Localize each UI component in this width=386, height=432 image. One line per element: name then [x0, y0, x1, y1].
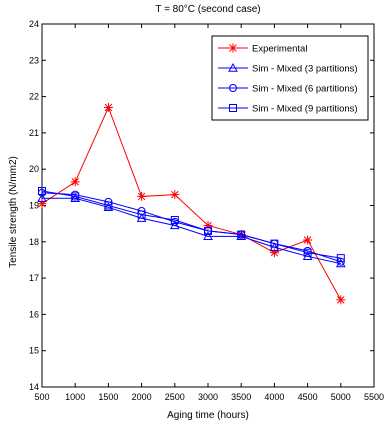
series-line — [42, 197, 341, 265]
y-tick-label: 20 — [29, 164, 39, 174]
legend-items: Experimental Sim - Mixed (3 partitions) Si… — [218, 43, 358, 115]
legend: Experimental Sim - Mixed (3 partitions) Si… — [211, 35, 369, 121]
data-point-square — [38, 186, 46, 195]
legend-label: Sim - Mixed (3 partitions) — [252, 64, 358, 75]
data-point-triangle — [335, 258, 346, 268]
data-point-asterisk — [170, 190, 180, 200]
axes: 500 1000 1500 2000 2500 3000 3500 4000 4500 5000 5… — [29, 19, 384, 402]
x-axis-label: Aging time (hours) — [167, 410, 249, 421]
legend-item: Sim - Mixed (6 partitions) — [218, 84, 358, 95]
y-tick-label: 23 — [29, 55, 39, 65]
y-tick-label: 14 — [29, 382, 39, 392]
data-point-square — [204, 226, 212, 235]
x-tick-label: 5500 — [364, 392, 384, 402]
legend-label: Sim - Mixed (6 partitions) — [252, 84, 358, 95]
legend-box — [211, 35, 369, 121]
series-layer — [37, 102, 346, 305]
series-line — [41, 106, 342, 301]
x-tick-label: 1000 — [65, 392, 85, 402]
series-square — [38, 186, 345, 263]
legend-item: Sim - Mixed (3 partitions) — [218, 62, 358, 75]
data-point-asterisk — [37, 199, 47, 209]
series-line — [41, 190, 341, 259]
data-point-triangle — [103, 202, 114, 212]
data-point-square — [170, 216, 179, 225]
data-point-square — [104, 201, 113, 210]
legend-item: Sim - Mixed (9 partitions) — [218, 104, 358, 115]
data-point-asterisk — [303, 235, 313, 245]
x-tick-label: 4000 — [264, 392, 284, 402]
chart-title: T = 80°C (second case) — [155, 4, 260, 15]
y-tick-label: 17 — [29, 273, 39, 283]
legend-marker-square — [229, 104, 237, 112]
data-point-square — [270, 239, 279, 248]
legend-item: Experimental — [218, 43, 307, 55]
legend-marker-circle — [229, 84, 237, 92]
legend-marker-asterisk — [228, 43, 238, 53]
y-axis-label: Tensile strength (N/mm2) — [8, 156, 19, 268]
data-point-triangle — [37, 193, 47, 202]
x-tick-label: 3500 — [231, 392, 251, 402]
data-point-asterisk — [70, 177, 80, 187]
data-point-asterisk — [336, 295, 346, 305]
y-tick-label: 16 — [29, 309, 39, 319]
y-tick-label: 24 — [29, 19, 39, 29]
y-tick-label: 21 — [29, 128, 39, 138]
data-point-square — [71, 192, 80, 201]
data-point-square — [237, 230, 246, 239]
data-point-square — [336, 254, 345, 263]
x-tick-label: 5000 — [331, 392, 351, 402]
data-point-triangle — [203, 231, 213, 241]
data-point-triangle — [236, 231, 247, 241]
legend-marker-triangle — [228, 62, 238, 72]
y-tick-label: 19 — [29, 201, 39, 211]
data-point-asterisk — [137, 191, 147, 201]
x-tick-label: 500 — [34, 392, 49, 402]
y-tick-label: 22 — [29, 92, 39, 102]
y-tick-label: 18 — [29, 237, 39, 247]
legend-label: Experimental — [252, 44, 307, 55]
data-point-asterisk — [103, 102, 113, 112]
series-line — [41, 192, 341, 263]
data-point-square — [303, 248, 312, 257]
x-tick-label: 2500 — [165, 392, 185, 402]
x-tick-label: 1500 — [98, 392, 118, 402]
x-tick-label: 2000 — [132, 392, 152, 402]
data-point-square — [137, 210, 146, 219]
data-point-asterisk — [269, 248, 279, 258]
x-tick-label: 4500 — [298, 392, 318, 402]
y-tick-label: 15 — [29, 346, 39, 356]
x-tick-label: 3000 — [198, 392, 218, 402]
legend-label: Sim - Mixed (9 partitions) — [252, 104, 358, 115]
data-point-asterisk — [203, 220, 213, 230]
